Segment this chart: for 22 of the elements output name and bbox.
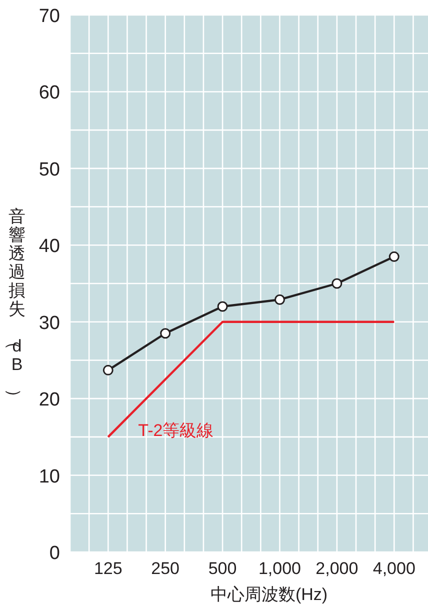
y-tick-label: 30 (38, 312, 60, 334)
y-tick-label: 50 (38, 159, 60, 180)
x-tick-label: 1,000 (258, 559, 302, 578)
point (217, 301, 228, 312)
series-label: T-2等級線 (138, 420, 214, 440)
x-axis-title: 中心周波数(Hz) (210, 585, 328, 604)
point (274, 294, 285, 305)
y-tick-label: 70 (38, 6, 60, 27)
y-tick-label: 10 (38, 466, 60, 488)
x-tick-label: 125 (94, 559, 122, 578)
y-tick-label: 0 (49, 543, 60, 564)
y-tick-label: 40 (38, 236, 60, 258)
y-tick-label: 20 (38, 390, 60, 411)
x-tick-label: 2,000 (316, 559, 358, 578)
y-tick-label: 60 (38, 82, 60, 104)
x-tick-label: 500 (208, 559, 237, 578)
point (160, 328, 171, 339)
point (102, 364, 114, 376)
point (332, 278, 342, 289)
x-tick-label: 4,000 (372, 559, 416, 578)
point (388, 251, 400, 262)
x-tick-label: 250 (151, 559, 180, 578)
